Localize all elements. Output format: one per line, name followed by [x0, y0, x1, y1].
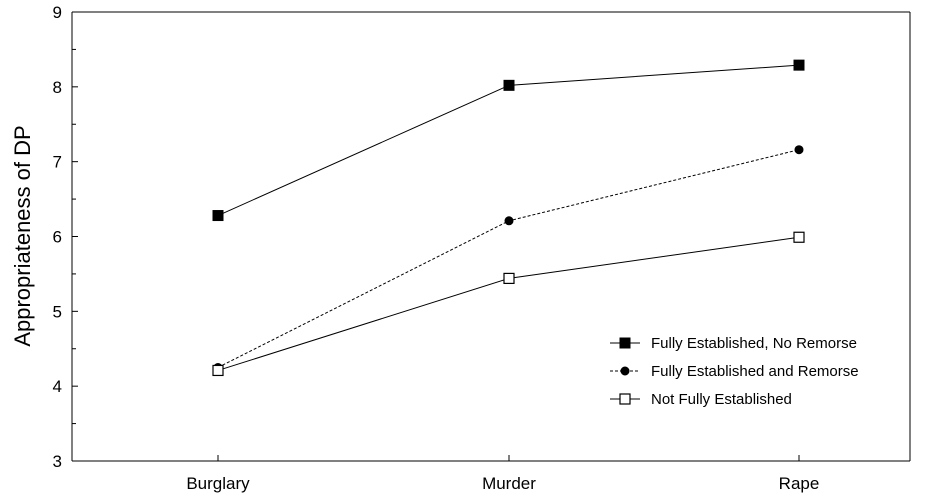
legend-marker-2 [620, 366, 630, 376]
y-tick-label: 6 [53, 228, 62, 247]
data-point-2-rape [794, 145, 804, 155]
legend-marker-1 [619, 337, 631, 349]
data-point-1-rape [793, 59, 805, 71]
series-3 [212, 231, 805, 377]
x-tick-label-rape: Rape [779, 474, 820, 493]
data-point-3-rape [793, 231, 805, 243]
data-point-1-burglary [212, 210, 224, 222]
legend: Fully Established, No Remorse Fully Estab… [610, 335, 859, 408]
axes: 3 4 5 6 7 8 9 Burglary Murder Rape [53, 3, 911, 493]
y-tick-label: 3 [53, 452, 62, 471]
y-tick-label: 8 [53, 78, 62, 97]
y-tick-label: 7 [53, 153, 62, 172]
series-1 [212, 59, 805, 222]
data-point-3-burglary [212, 364, 224, 377]
data-point-1-murder [503, 79, 515, 91]
series-layer [212, 59, 805, 377]
legend-label-2: Fully Established and Remorse [651, 363, 859, 380]
y-tick-label: 4 [53, 377, 62, 396]
y-axis-title: Appropriateness of DP [10, 125, 35, 346]
legend-label-3: Not Fully Established [651, 391, 792, 408]
x-tick-label-murder: Murder [482, 474, 536, 493]
y-tick-label: 9 [53, 3, 62, 22]
x-tick-label-burglary: Burglary [186, 474, 250, 493]
y-tick-label: 5 [53, 302, 62, 321]
legend-marker-3 [619, 393, 631, 405]
data-point-2-murder [504, 216, 514, 226]
data-point-3-murder [503, 272, 515, 285]
legend-label-1: Fully Established, No Remorse [651, 335, 857, 352]
